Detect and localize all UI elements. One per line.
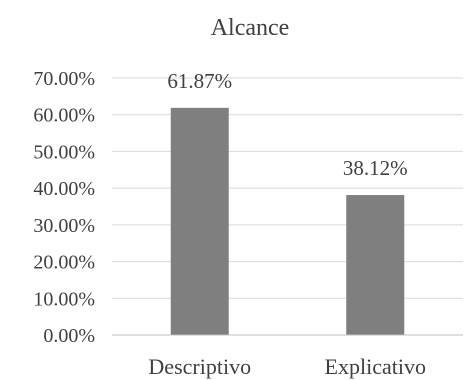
bar-explicativo [346, 195, 405, 335]
y-tick-label: 60.00% [33, 105, 95, 127]
y-tick-label: 70.00% [33, 68, 95, 90]
gridlines [112, 77, 463, 299]
data-label-explicativo: 38.12% [343, 156, 408, 180]
chart-title: Alcance [211, 15, 290, 41]
y-tick-label: 50.00% [33, 141, 95, 163]
y-tick-label: 20.00% [33, 252, 95, 274]
data-label-descriptivo: 61.87% [167, 69, 232, 93]
data-labels: 61.87% 38.12% [167, 69, 407, 180]
bars [170, 107, 405, 335]
category-label-descriptivo: Descriptivo [148, 354, 251, 379]
y-tick-label: 10.00% [33, 288, 95, 310]
x-axis-category-labels: Descriptivo Explicativo [148, 354, 426, 379]
category-label-explicativo: Explicativo [325, 354, 426, 379]
y-axis-tick-labels: 0.00% 10.00% 20.00% 30.00% 40.00% 50.00% 60.00… [33, 68, 95, 347]
y-tick-label: 40.00% [33, 178, 95, 200]
bar-descriptivo [170, 107, 229, 335]
y-tick-label: 0.00% [43, 325, 95, 347]
y-tick-label: 30.00% [33, 215, 95, 237]
